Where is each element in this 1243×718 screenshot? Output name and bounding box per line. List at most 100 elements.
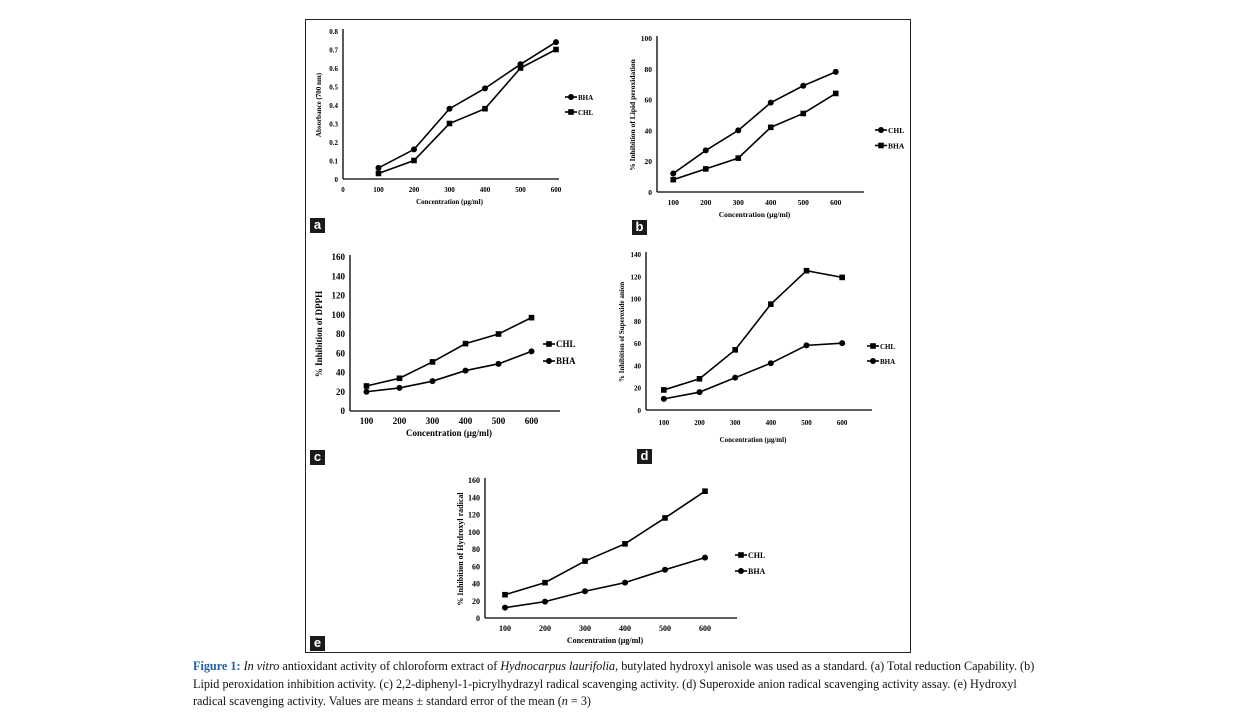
y-tick-label: 0.8 xyxy=(329,28,338,36)
y-tick-label: 0.5 xyxy=(329,84,338,92)
x-tick-label: 200 xyxy=(539,624,551,633)
series-line-bha xyxy=(504,556,706,609)
x-tick-label: 600 xyxy=(830,198,842,207)
caption-figure-number: Figure 1: xyxy=(193,659,241,673)
y-tick-label: 120 xyxy=(631,273,642,281)
x-tick-label: 0 xyxy=(341,186,345,194)
y-tick-label: 100 xyxy=(641,34,653,43)
chart-e: 0 20 40 60 80 100 120 140 160 100 200 300 400 500 600 C… xyxy=(456,476,766,645)
data-point-bha xyxy=(363,388,370,395)
legend-marker-bha xyxy=(878,142,884,149)
legend-label-chl: CHL xyxy=(880,343,896,351)
data-point-bha xyxy=(375,164,382,171)
y-tick-label: 80 xyxy=(645,65,653,74)
x-tick-label: 200 xyxy=(694,419,705,427)
y-tick-label: 140 xyxy=(468,493,480,502)
legend-label-bha: BHA xyxy=(880,358,895,366)
y-axis-title: % Inhibition of Lipid peroxidation xyxy=(628,58,637,170)
data-point-chl xyxy=(735,127,742,134)
y-tick-label: 100 xyxy=(631,296,642,304)
y-tick-label: 60 xyxy=(634,340,642,348)
data-point-bha xyxy=(735,155,742,161)
data-point-bha xyxy=(446,105,453,112)
y-tick-label: 0.6 xyxy=(329,65,338,73)
data-point-bha xyxy=(622,579,628,586)
series-line-bha xyxy=(378,41,557,169)
x-axis-title: Concentration (µg/ml) xyxy=(416,198,483,206)
legend-label-bha: BHA xyxy=(556,356,576,366)
panel-label-d: d xyxy=(637,449,652,464)
legend-marker-bha xyxy=(546,358,552,364)
data-point-bha xyxy=(542,598,548,605)
data-point-chl xyxy=(702,147,709,154)
y-axis-title: Absorbance (700 nm) xyxy=(315,72,323,137)
legend-marker-bha xyxy=(738,568,744,574)
data-point-chl xyxy=(429,359,436,365)
chart-c: 0 20 40 60 80 100 120 140 160 100 200 300 400 500 600 C… xyxy=(314,252,576,438)
x-tick-label: 100 xyxy=(659,419,670,427)
data-point-chl xyxy=(767,99,774,106)
y-tick-label: 140 xyxy=(332,271,346,281)
x-tick-label: 200 xyxy=(409,186,420,194)
y-tick-label: 0 xyxy=(341,406,346,416)
x-tick-label: 600 xyxy=(525,416,539,426)
x-tick-label: 100 xyxy=(499,624,511,633)
y-tick-label: 0 xyxy=(476,614,480,623)
x-tick-label: 400 xyxy=(765,198,777,207)
x-axis-title: Concentration (µg/ml) xyxy=(406,428,492,438)
x-tick-label: 400 xyxy=(459,416,473,426)
x-tick-label: 400 xyxy=(619,624,631,633)
y-tick-label: 20 xyxy=(336,387,346,397)
x-tick-label: 500 xyxy=(515,186,526,194)
y-tick-label: 0 xyxy=(335,176,339,184)
data-point-bha xyxy=(832,90,839,97)
data-point-chl xyxy=(661,387,667,393)
x-tick-label: 100 xyxy=(373,186,384,194)
data-point-chl xyxy=(528,314,535,321)
data-point-chl xyxy=(832,68,839,75)
data-point-chl xyxy=(363,383,370,389)
data-point-bha xyxy=(839,340,846,347)
legend-marker-bha xyxy=(870,358,876,364)
x-tick-label: 500 xyxy=(492,416,506,426)
data-point-chl xyxy=(732,347,738,353)
x-tick-label: 600 xyxy=(837,419,848,427)
x-tick-label: 400 xyxy=(480,186,491,194)
data-point-bha xyxy=(696,389,703,396)
y-tick-label: 120 xyxy=(468,511,480,520)
y-tick-label: 40 xyxy=(634,362,642,370)
y-tick-label: 100 xyxy=(468,528,480,537)
x-tick-label: 300 xyxy=(426,416,440,426)
y-tick-label: 0 xyxy=(648,188,652,197)
legend-label-chl: CHL xyxy=(578,109,594,117)
data-point-chl xyxy=(462,340,469,347)
data-point-chl xyxy=(768,301,774,307)
x-tick-label: 100 xyxy=(668,198,680,207)
legend-label-bha: BHA xyxy=(748,567,766,576)
series-line-bha xyxy=(672,92,837,181)
y-tick-label: 0.4 xyxy=(329,102,338,110)
y-tick-label: 20 xyxy=(472,597,480,606)
x-axis-title: Concentration (µg/ml) xyxy=(719,210,791,219)
x-tick-label: 200 xyxy=(393,416,407,426)
y-tick-label: 80 xyxy=(336,329,346,339)
x-tick-label: 200 xyxy=(700,198,712,207)
data-point-bha xyxy=(528,348,535,355)
panel-label-c: c xyxy=(310,450,325,465)
series-line-bha xyxy=(663,342,843,400)
panel-label-a: a xyxy=(310,218,325,233)
legend-label-bha: BHA xyxy=(578,94,593,102)
x-tick-label: 600 xyxy=(551,186,562,194)
chart-b: 0 20 40 60 80 100 100 200 300 400 500 600 Concentrat… xyxy=(628,34,905,219)
series-line-chl xyxy=(672,71,837,175)
y-tick-label: 0 xyxy=(638,407,642,415)
y-tick-label: 80 xyxy=(634,318,642,326)
data-point-chl xyxy=(396,375,403,382)
data-point-bha xyxy=(660,395,667,402)
caption-text: , butylated hydroxyl anisole was used as… xyxy=(193,659,1035,708)
y-tick-label: 100 xyxy=(332,310,346,320)
data-point-bha xyxy=(482,85,488,92)
data-point-chl xyxy=(517,65,524,71)
y-axis-title: % Inhibition of DPPH xyxy=(314,291,324,377)
y-tick-label: 160 xyxy=(332,252,346,262)
